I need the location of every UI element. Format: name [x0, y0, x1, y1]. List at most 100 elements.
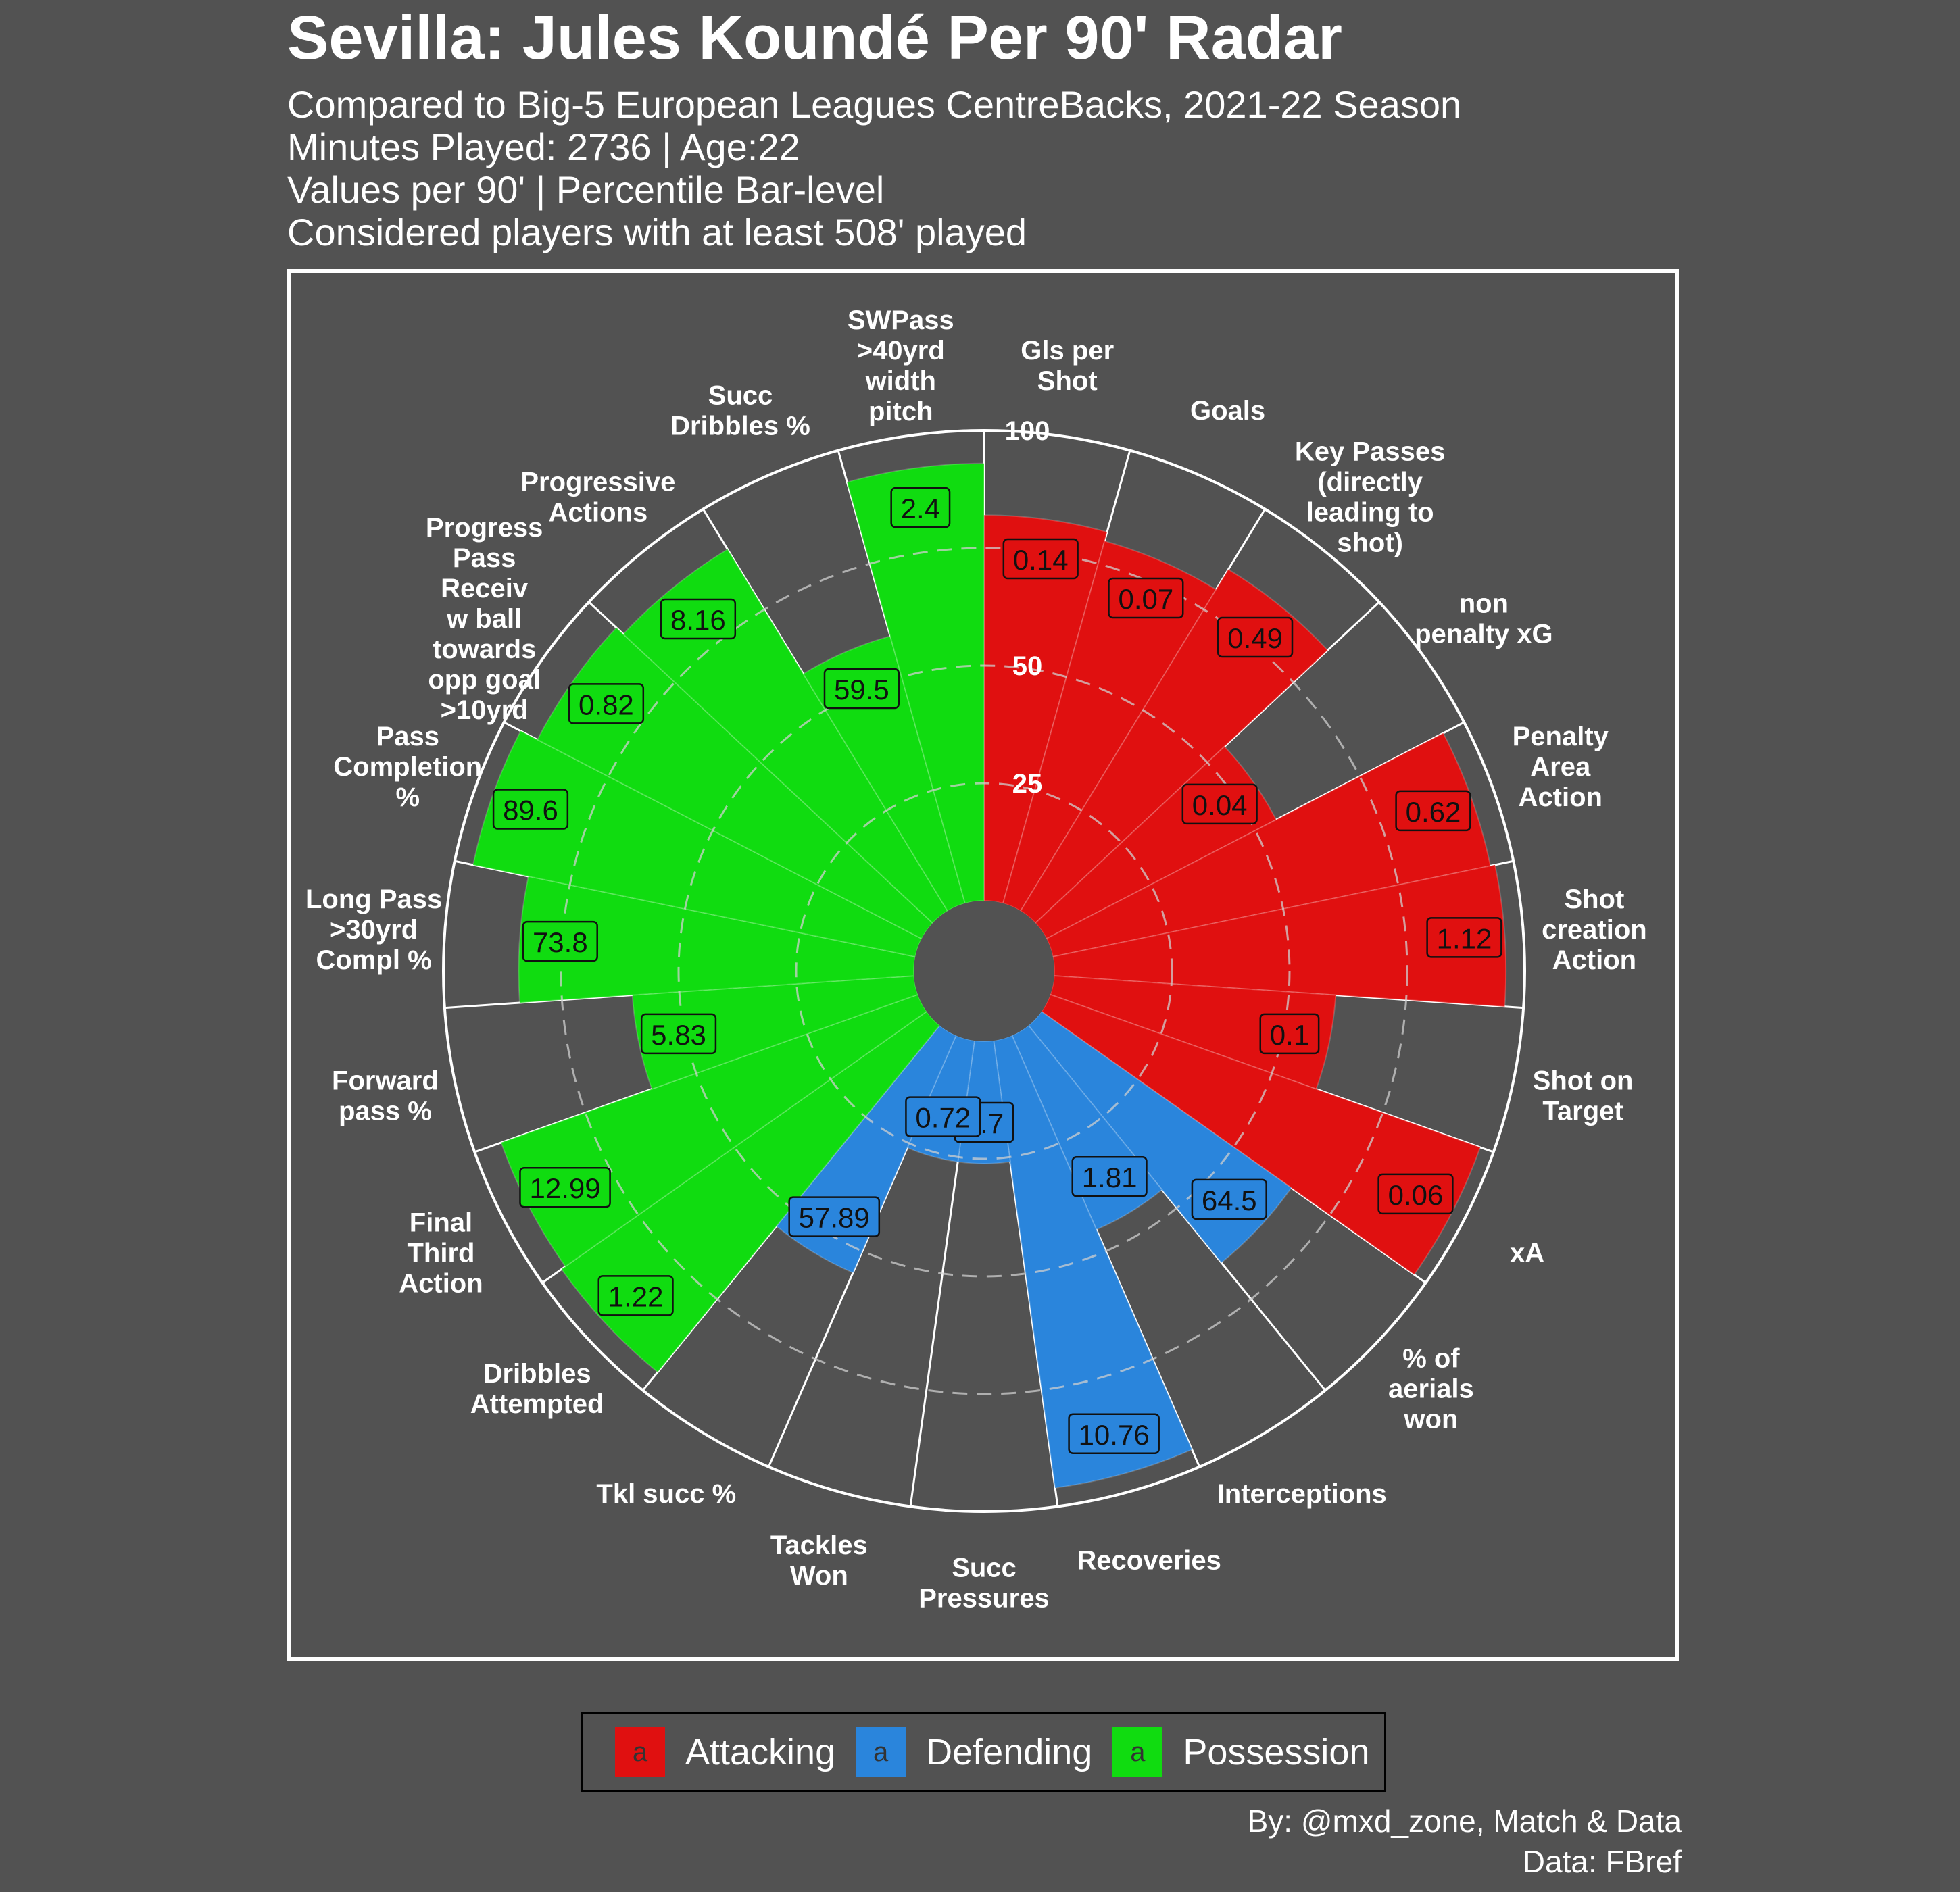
chart-title: Sevilla: Jules Koundé Per 90' Radar [287, 3, 1342, 72]
value-label: 73.8 [522, 920, 598, 962]
value-label-box [568, 683, 645, 724]
bar-attacking [1049, 975, 1337, 1090]
value-label-text: 0.62 [1406, 796, 1461, 828]
value-label-text: 0.14 [1013, 544, 1069, 576]
value-label-box [1191, 1178, 1267, 1220]
value-label-text: 10.76 [1079, 1419, 1150, 1451]
value-label: 10.76 [1068, 1413, 1160, 1455]
category-label: Tkl succ % [596, 1479, 736, 1509]
category-label: xA [1510, 1238, 1544, 1268]
category-label: Succ Dribbles % [670, 380, 810, 441]
value-label-text: 12.99 [529, 1172, 600, 1204]
value-label-text: 8.16 [670, 604, 726, 636]
category-label: Tackles Won [770, 1530, 868, 1591]
radial-tick-label: 25 [1012, 769, 1043, 799]
category-label: Recoveries [1077, 1545, 1221, 1575]
value-label: 1.81 [1071, 1155, 1148, 1197]
legend-key-attacking: a [615, 1727, 665, 1777]
category-label: Succ Pressures [918, 1553, 1049, 1614]
category-label: % of aerials won [1388, 1344, 1474, 1435]
value-label-box [1426, 917, 1502, 958]
value-label-box [1259, 1013, 1320, 1055]
value-label: 0.49 [1217, 616, 1294, 658]
category-label: Goals [1190, 396, 1265, 426]
value-label: 0.72 [905, 1096, 981, 1137]
center-hole [914, 901, 1054, 1041]
value-label-box [597, 1275, 674, 1316]
value-label-text: 2.4 [901, 493, 940, 524]
value-label-box [519, 1166, 611, 1208]
subtitle-line: Considered players with at least 508' pl… [287, 211, 1027, 253]
value-label-text: 5.83 [651, 1019, 706, 1051]
value-label: 0.06 [1377, 1173, 1454, 1215]
value-label-text: 0.72 [915, 1102, 971, 1134]
plot-panel [287, 269, 1679, 1661]
value-label-text: 1.22 [608, 1280, 664, 1312]
value-label-box [1108, 577, 1184, 619]
legend: a Attacking a Defending a Possession [581, 1712, 1386, 1792]
category-label: Final Third Action [399, 1208, 483, 1298]
credit-line: Data: FBref [1522, 1844, 1682, 1879]
legend-key-possession: a [1112, 1727, 1163, 1777]
legend-item-defending: a Defending [856, 1727, 1092, 1777]
credit-line: By: @mxd_zone, Match & Data [1247, 1803, 1682, 1839]
value-label-box [890, 487, 951, 528]
value-label-box [522, 920, 598, 962]
grid-ring [795, 782, 1173, 1160]
legend-item-attacking: a Attacking [615, 1727, 835, 1777]
category-label: Penalty Area Action [1513, 722, 1609, 812]
value-label-text: 1.81 [1082, 1162, 1137, 1193]
category-label: Shot on Target [1533, 1066, 1634, 1126]
radial-tick-label: 100 [1005, 416, 1050, 446]
value-label-text: 1.12 [1437, 922, 1492, 954]
value-label-text: 57.89 [799, 1202, 870, 1234]
value-label-box [640, 1013, 717, 1055]
subtitle-line: Values per 90' | Percentile Bar-level [287, 168, 885, 211]
value-label-box [1071, 1155, 1148, 1197]
value-label-box [823, 668, 900, 710]
value-label: 1.12 [1426, 917, 1502, 958]
category-label: Long Pass >30yrd Compl % [305, 885, 442, 975]
bar-possession [631, 975, 919, 1090]
category-label: Forward pass % [332, 1066, 439, 1126]
value-label: 64.5 [1191, 1178, 1267, 1220]
value-label: 0.82 [568, 683, 645, 724]
grid-ring [677, 664, 1291, 1278]
category-label: non penalty xG [1415, 589, 1553, 649]
value-label: 0.07 [1108, 577, 1184, 619]
legend-label-defending: Defending [926, 1732, 1093, 1772]
legend-key-defending: a [856, 1727, 906, 1777]
value-label-text: 0.06 [1388, 1179, 1444, 1211]
value-label-box [1217, 616, 1294, 658]
value-label-text: 73.8 [533, 926, 588, 958]
category-label: Pass Completion% [333, 722, 482, 812]
value-label-box [492, 789, 569, 830]
value-label-box [1068, 1413, 1160, 1455]
value-label: 0.14 [1002, 538, 1079, 580]
value-label: 0.1 [1259, 1013, 1320, 1055]
value-label-box [660, 598, 737, 640]
legend-label-attacking: Attacking [685, 1732, 836, 1772]
radial-tick-label: 50 [1012, 651, 1043, 681]
value-label-box [1002, 538, 1079, 580]
value-label-text: 0.49 [1227, 622, 1283, 654]
value-label-text: 0.04 [1192, 789, 1248, 821]
category-label: Progressive Actions [520, 467, 675, 527]
category-label: SWPass >40yrd width pitch [848, 305, 954, 426]
value-label: 59.5 [823, 668, 900, 710]
value-label: 57.89 [788, 1196, 881, 1237]
value-label-box [1377, 1173, 1454, 1215]
category-label: Shot creation Action [1542, 885, 1647, 975]
value-label: 0.62 [1395, 790, 1471, 832]
value-label: 1.22 [597, 1275, 674, 1316]
value-label: 0.04 [1181, 783, 1258, 825]
legend-item-possession: a Possession [1112, 1727, 1369, 1777]
category-label: Dribbles Attempted [470, 1359, 604, 1419]
legend-label-possession: Possession [1183, 1732, 1370, 1772]
value-label: 8.16 [660, 598, 737, 640]
value-label-box [788, 1196, 881, 1237]
category-label: Key Passes (directly leading to shot) [1295, 437, 1445, 557]
value-label: 2.4 [890, 487, 951, 528]
value-label: 12.99 [519, 1166, 611, 1208]
value-label-box [1181, 783, 1258, 825]
